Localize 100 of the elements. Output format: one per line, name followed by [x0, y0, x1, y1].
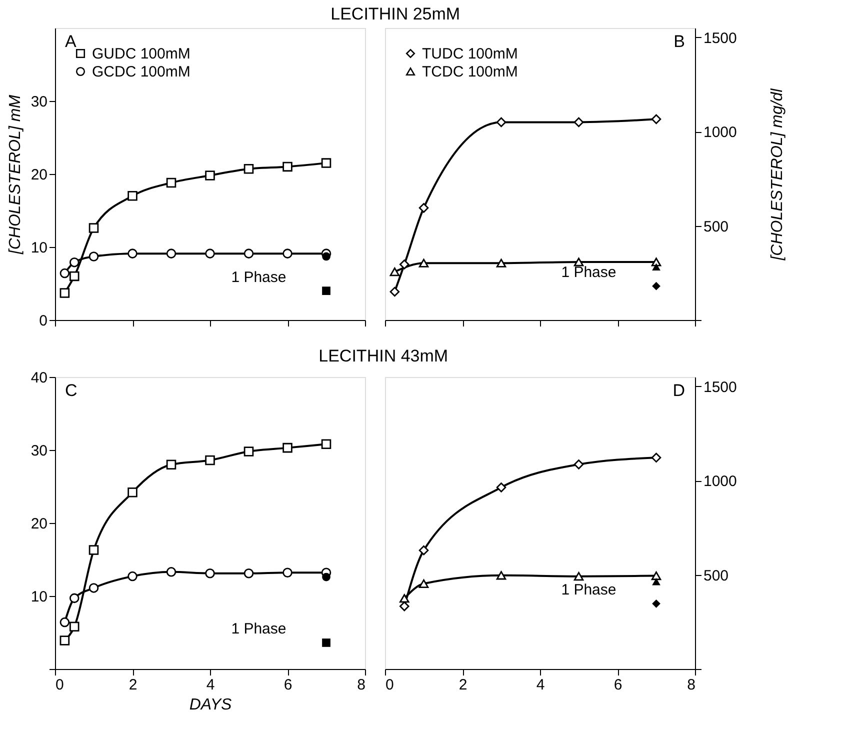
- annotation: 1 Phase: [231, 268, 286, 286]
- y-tick-label: 40: [30, 370, 48, 386]
- x-tick-label: 2: [128, 676, 138, 694]
- point: [88, 545, 99, 555]
- x-tick-label: 4: [536, 676, 545, 694]
- y-tick-label: 30: [30, 442, 48, 460]
- x-tick-label: 6: [614, 676, 622, 694]
- legend-label: GUDC 100mM: [92, 46, 190, 62]
- point: [399, 594, 410, 603]
- point: [321, 439, 332, 450]
- x-tick-label: 2: [458, 676, 468, 694]
- y2-axis-title: [CHOLESTEROL] mg/dl: [768, 88, 786, 262]
- point: [399, 601, 410, 612]
- point: [166, 460, 176, 470]
- point: [166, 178, 176, 188]
- point: [244, 164, 254, 174]
- point: [651, 114, 662, 124]
- y-tick-label: 0: [39, 312, 48, 330]
- point: [651, 258, 662, 266]
- point: [60, 636, 70, 646]
- point: [166, 248, 176, 258]
- y2-tick-label: 1500: [704, 378, 737, 396]
- y2-tick-label: 500: [704, 567, 729, 584]
- point: [128, 487, 138, 498]
- point: [128, 571, 138, 582]
- point: [128, 248, 138, 258]
- y2-tick-label: 500: [704, 218, 729, 236]
- point: [496, 258, 506, 268]
- x-tick-label: 0: [386, 676, 394, 694]
- annotation: B: [674, 32, 685, 51]
- legend-label: TUDC 100mM: [422, 46, 518, 62]
- point: [390, 286, 400, 297]
- point: [322, 286, 330, 295]
- point: [88, 252, 99, 262]
- annotation: 1 Phase: [231, 620, 286, 638]
- legend-label: GCDC 100mM: [92, 64, 190, 80]
- point: [574, 572, 584, 581]
- y-tick-label: 20: [30, 166, 48, 184]
- point: [88, 223, 99, 233]
- point: [651, 571, 662, 580]
- point: [496, 117, 506, 128]
- point: [205, 170, 215, 180]
- point: [69, 593, 80, 604]
- point: [69, 622, 80, 632]
- point: [496, 482, 506, 492]
- point: [651, 452, 662, 463]
- point: [574, 258, 584, 266]
- y2-tick-label: 1500: [704, 30, 737, 47]
- chart-title: LECITHIN 43mM: [318, 346, 448, 366]
- point: [399, 260, 410, 270]
- point: [205, 455, 215, 466]
- point: [322, 638, 330, 647]
- point: [60, 617, 70, 628]
- y-tick-label: 10: [30, 240, 48, 256]
- point: [282, 568, 292, 578]
- point: [244, 446, 254, 456]
- point: [652, 263, 660, 270]
- point: [322, 252, 330, 261]
- point: [418, 203, 429, 213]
- point: [166, 567, 176, 577]
- point: [652, 599, 660, 608]
- point: [128, 191, 138, 201]
- annotation: D: [672, 381, 685, 400]
- point: [418, 545, 429, 556]
- annotation: 1 Phase: [561, 264, 616, 282]
- y2-tick-label: 1000: [704, 124, 737, 142]
- x-tick-label: 8: [357, 676, 366, 694]
- point: [244, 248, 254, 258]
- legend-label: TCDC 100mM: [422, 64, 518, 80]
- point: [88, 583, 99, 593]
- point: [244, 568, 254, 578]
- chart-title: LECITHIN 25mM: [330, 4, 460, 24]
- point: [282, 162, 292, 172]
- point: [60, 288, 70, 298]
- point: [496, 571, 506, 580]
- point: [69, 271, 80, 282]
- point: [574, 117, 584, 128]
- point: [69, 257, 80, 268]
- annotation: 1 Phase: [561, 582, 616, 599]
- x-tick-label: 8: [687, 676, 696, 694]
- x-tick-label: 6: [284, 676, 292, 694]
- y-tick-label: 30: [30, 94, 48, 110]
- point: [652, 282, 660, 290]
- point: [390, 267, 400, 276]
- point: [205, 568, 215, 578]
- point: [321, 158, 332, 168]
- point: [282, 248, 292, 258]
- point: [418, 258, 429, 268]
- point: [418, 579, 429, 588]
- point: [282, 442, 292, 453]
- x-tick-label: 0: [56, 676, 64, 694]
- y-tick-label: 10: [30, 588, 48, 606]
- point: [205, 248, 215, 258]
- y-tick-label: 20: [30, 516, 48, 532]
- point: [322, 572, 330, 582]
- point: [574, 460, 584, 470]
- x-tick-label: 4: [206, 676, 215, 694]
- point: [60, 268, 70, 278]
- annotation: C: [65, 381, 78, 400]
- x-axis-title: DAYS: [189, 696, 232, 714]
